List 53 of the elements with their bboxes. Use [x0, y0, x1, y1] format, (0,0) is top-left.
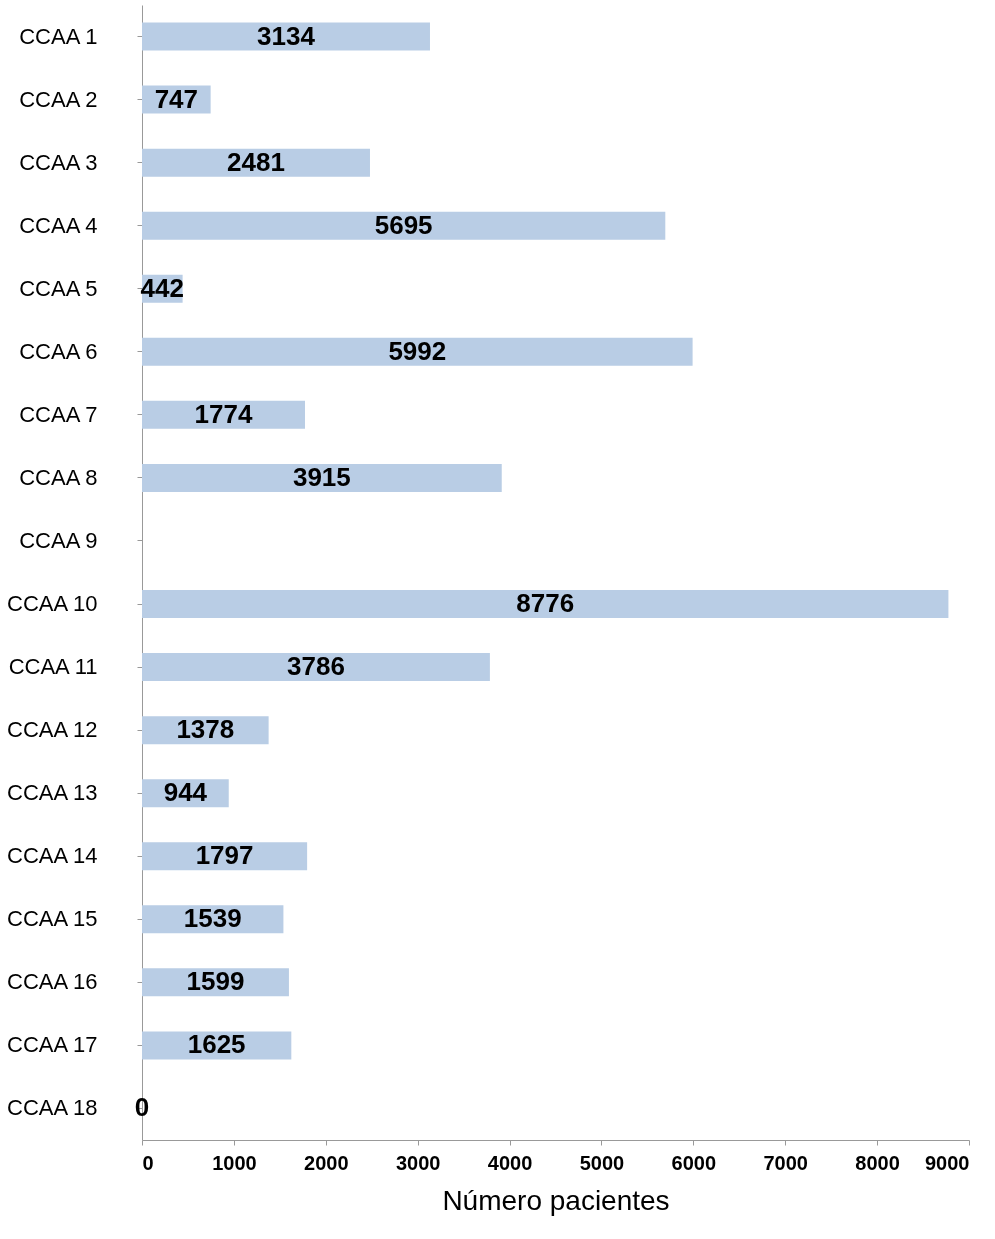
bar: [142, 337, 693, 366]
data-label: 747: [154, 83, 199, 114]
data-label: 1378: [176, 714, 235, 745]
data-label: 944: [163, 777, 208, 808]
data-label: 5992: [388, 335, 447, 366]
x-tick-label: 0: [142, 1151, 154, 1174]
data-label: 3134: [257, 20, 316, 51]
data-label: 1625: [187, 1029, 246, 1060]
y-tick-label: CCAA 3: [19, 149, 98, 175]
data-label: 442: [140, 272, 184, 303]
y-tick-label: CCAA 16: [7, 969, 98, 995]
y-tick-label: CCAA 18: [7, 1095, 98, 1121]
data-label: 2481: [227, 146, 285, 177]
bar: [142, 22, 430, 51]
y-tick-label: CCAA 12: [7, 717, 98, 743]
y-tick-label: CCAA 2: [19, 86, 98, 112]
x-tick-label: 2000: [304, 1151, 349, 1174]
y-tick-label: CCAA 10: [7, 591, 98, 617]
data-label: 1797: [195, 840, 254, 871]
x-axis-title: Número pacientes: [442, 1184, 670, 1216]
bar: [142, 590, 949, 619]
data-label: 3786: [287, 651, 345, 682]
y-tick-label: CCAA 1: [19, 23, 98, 49]
y-tick-label: CCAA 14: [7, 843, 98, 869]
data-label: 0: [134, 1092, 150, 1123]
y-tick-label: CCAA 17: [7, 1032, 98, 1058]
data-label: 1539: [183, 903, 242, 934]
data-label: 1599: [186, 966, 245, 997]
y-tick-label: CCAA 13: [7, 780, 98, 806]
y-tick-label: CCAA 11: [8, 654, 98, 680]
x-tick-label: 1000: [212, 1151, 257, 1174]
x-tick-label: 6000: [671, 1151, 717, 1174]
data-label: 3915: [292, 461, 351, 492]
y-tick-label: CCAA 15: [7, 906, 98, 932]
y-tick-label: CCAA 6: [19, 338, 98, 364]
x-tick-label: 3000: [395, 1151, 441, 1174]
x-tick-label: 7000: [763, 1151, 808, 1174]
x-tick-label: 5000: [579, 1151, 625, 1174]
data-label: 5695: [374, 209, 433, 240]
bar: [142, 148, 370, 177]
bar: [142, 463, 502, 492]
x-tick-label: 4000: [487, 1151, 533, 1174]
y-tick-label: CCAA 7: [19, 401, 98, 427]
data-label: 8776: [516, 588, 575, 619]
x-tick-label: 9000: [925, 1151, 970, 1174]
y-tick-label: CCAA 5: [19, 275, 98, 301]
y-tick-label: CCAA 4: [19, 212, 98, 238]
bar: [142, 211, 666, 240]
x-tick-label: 8000: [855, 1151, 900, 1174]
data-label: 1774: [194, 398, 253, 429]
y-tick-label: CCAA 9: [19, 527, 98, 553]
bar: [142, 653, 490, 682]
y-tick-label: CCAA 8: [19, 464, 98, 490]
